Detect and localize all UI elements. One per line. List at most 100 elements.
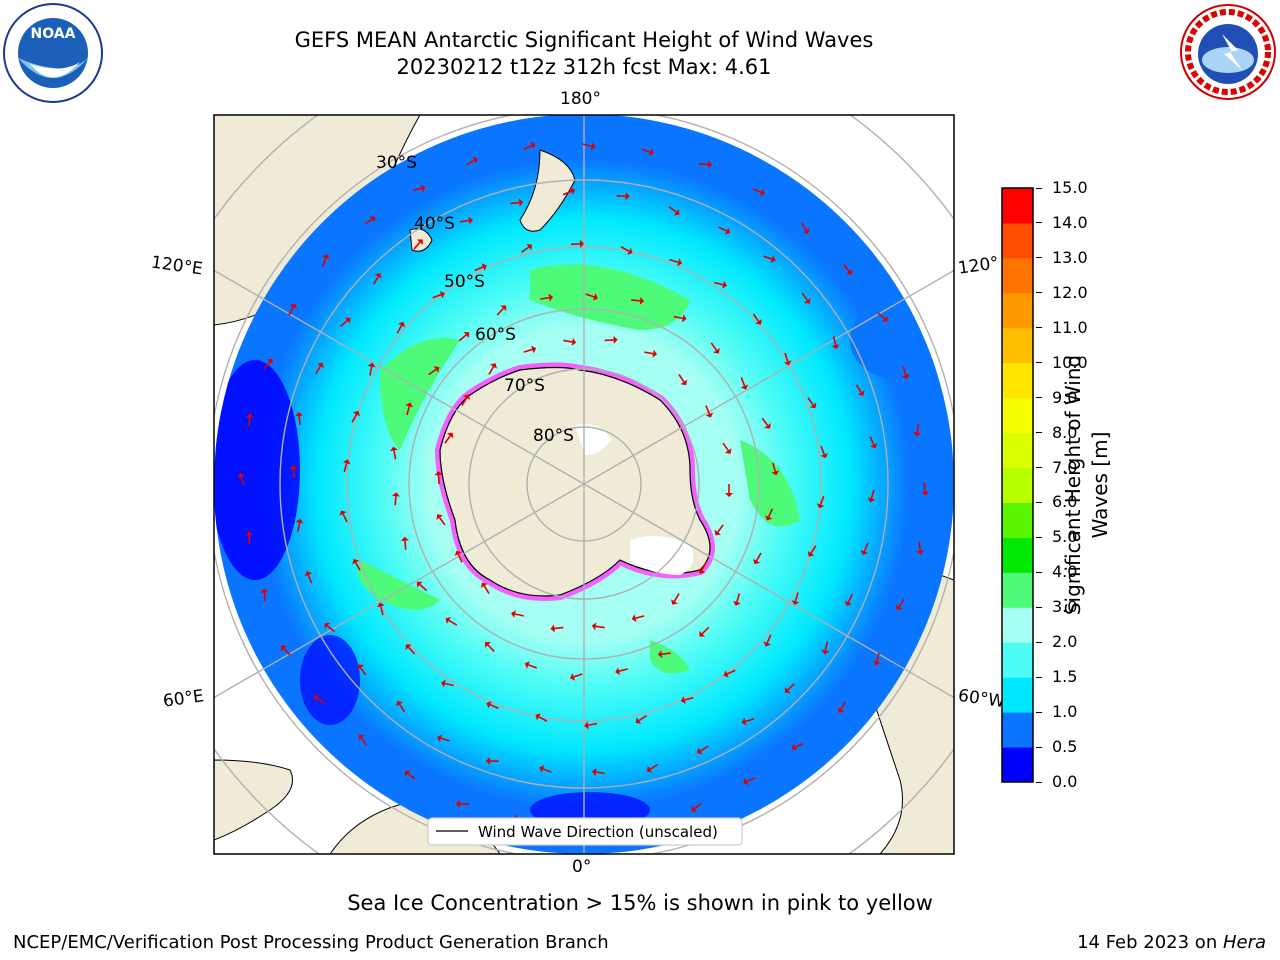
colorbar-tick-label: 13.0 <box>1052 247 1088 267</box>
wind-wave-arrowhead <box>317 362 324 369</box>
wind-wave-arrowhead <box>376 602 385 608</box>
legend-label: Wind Wave Direction (unscaled) <box>478 823 718 841</box>
wind-wave-arrowhead <box>237 472 245 479</box>
wind-wave-arrow <box>474 266 484 272</box>
colorbar-segment <box>1002 327 1033 364</box>
wind-wave-arrowhead <box>753 558 761 565</box>
colorbar-tick-mark <box>1036 187 1042 189</box>
wind-wave-arrow <box>298 415 301 426</box>
colorbar-segment <box>1002 607 1033 643</box>
wind-wave-arrowhead <box>816 503 825 509</box>
wind-wave-arrow <box>668 206 677 213</box>
wind-wave-arrow <box>573 673 583 678</box>
colorbar-tick-label: 15.0 <box>1052 178 1088 197</box>
wind-wave-arrow <box>800 222 807 231</box>
wind-wave-arrow <box>923 482 927 492</box>
wind-wave-arrow <box>843 264 850 273</box>
wind-wave-arrow <box>820 445 826 455</box>
wind-wave-arrow <box>428 368 437 376</box>
wind-wave-arrow <box>916 423 920 433</box>
wind-wave-arrowhead <box>696 747 703 755</box>
wind-wave-arrowhead <box>613 335 618 344</box>
wind-wave-arrow <box>694 802 702 810</box>
wind-wave-arrowhead <box>295 412 303 417</box>
wind-wave-arrow <box>342 513 348 523</box>
wind-wave-arrow <box>364 218 373 225</box>
wind-wave-arrow <box>801 292 809 301</box>
meridian-lines <box>214 115 954 854</box>
colorbar-segment <box>1002 362 1033 399</box>
colorbar-tick-label: 5.0 <box>1052 527 1078 547</box>
wind-wave-arrowhead <box>657 650 663 659</box>
wind-wave-arrowhead <box>707 160 713 169</box>
wind-wave-arrow <box>355 562 361 571</box>
wind-wave-arrowhead <box>511 610 516 618</box>
wind-wave-arrow <box>752 188 762 194</box>
wind-wave-arrowhead <box>791 600 800 606</box>
wind-wave-arrowhead <box>289 303 297 310</box>
wind-wave-arrow <box>521 246 530 253</box>
wind-wave-arrowhead <box>357 664 364 670</box>
wind-wave-arrow <box>784 352 789 362</box>
colorbar-tick-mark <box>1036 362 1042 364</box>
wind-wave-arrow <box>678 373 685 383</box>
colorbar-segment <box>1002 397 1033 434</box>
wind-wave-arrowhead <box>765 515 773 521</box>
colorbar-segment <box>1002 677 1033 713</box>
wind-wave-arrow <box>404 540 407 550</box>
wind-wave-arrow <box>701 562 707 571</box>
wind-wave-arrowhead <box>784 687 791 693</box>
wind-wave-arrow <box>705 405 711 415</box>
wind-wave-arrow <box>710 342 718 351</box>
wind-wave-arrowhead <box>646 765 653 773</box>
wind-wave-arrow <box>631 299 641 302</box>
wind-wave-arrowhead <box>872 660 881 666</box>
wind-wave-arrowhead <box>436 514 443 520</box>
madagascar-land <box>214 759 293 841</box>
wind-wave-arrow <box>359 667 367 676</box>
wind-wave-arrowhead <box>631 614 637 623</box>
wind-wave-arrow <box>483 585 490 595</box>
wind-wave-arrowhead <box>722 280 727 289</box>
wind-wave-arrowhead <box>260 588 269 593</box>
wind-wave-arrow <box>394 496 397 506</box>
wind-wave-arrow <box>587 722 598 727</box>
wind-wave-arrow <box>767 508 774 518</box>
wind-wave-arrowhead <box>733 600 741 606</box>
wind-wave-arrow <box>863 542 869 552</box>
wind-wave-arrowhead <box>481 263 487 271</box>
wind-wave-arrowhead <box>398 321 406 328</box>
colorbar-segment <box>1002 432 1033 469</box>
colorbar-segment <box>1002 257 1033 294</box>
wind-wave-arrow <box>444 682 454 687</box>
wind-wave-arrowhead <box>584 721 589 730</box>
footer-credit: NCEP/EMC/Verification Post Processing Pr… <box>13 932 609 953</box>
wind-wave-arrowhead <box>860 549 869 556</box>
wind-wave-arrow <box>523 348 533 353</box>
wind-wave-arrowhead <box>724 227 731 235</box>
wind-wave-arrow <box>444 435 451 444</box>
wind-wave-arrowhead <box>352 410 360 417</box>
wind-wave-arrow <box>461 397 468 407</box>
wind-wave-arrowhead <box>295 518 304 524</box>
wind-wave-arrow <box>669 259 679 263</box>
wind-wave-arrowhead <box>358 734 365 740</box>
wind-wave-arrow <box>351 414 358 423</box>
wind-wave-arrow <box>722 442 729 452</box>
wind-wave-arrowhead <box>524 661 530 669</box>
wind-wave-arrowhead <box>433 366 440 373</box>
wind-wave-arrowhead <box>916 550 925 555</box>
wind-wave-arrowhead <box>591 622 597 631</box>
colorbar-segment <box>1002 188 1033 224</box>
wind-wave-arrow <box>540 296 550 300</box>
wind-wave-arrowhead <box>245 531 254 536</box>
colorbar-tick-label: 4.0 <box>1052 562 1078 582</box>
colorbar-segment <box>1002 222 1033 259</box>
wind-wave-arrow <box>661 652 671 655</box>
wind-wave-arrowhead <box>374 273 382 279</box>
wind-wave-arrowhead <box>400 536 409 542</box>
colorbar-tick-label: 8.0 <box>1052 422 1078 442</box>
noaa-logo: NOAA <box>3 3 103 103</box>
wind-wave-arrow <box>673 315 683 320</box>
